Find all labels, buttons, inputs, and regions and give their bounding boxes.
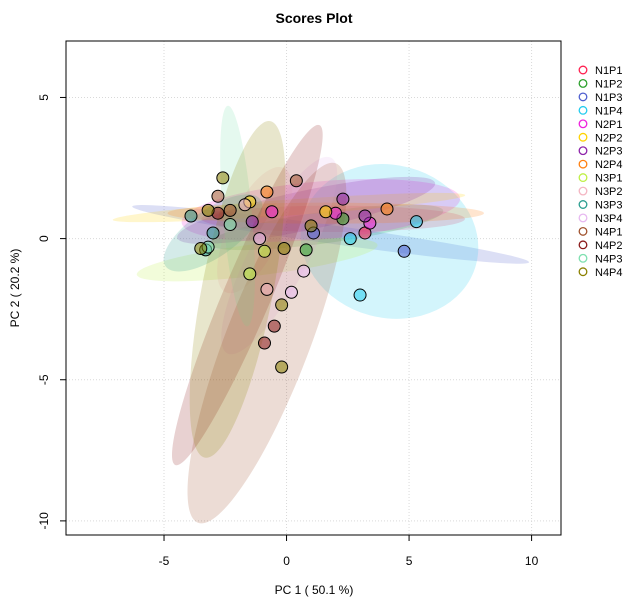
legend-label-n4p2: N4P2 [595, 240, 623, 252]
point-n1p4 [343, 232, 357, 246]
legend-marker-n3p3 [578, 200, 588, 209]
legend-marker-n1p2 [578, 78, 588, 88]
point-n2p3 [358, 209, 372, 223]
legend-label-n3p3: N3P3 [595, 200, 623, 212]
legend-marker-n2p4 [578, 159, 588, 169]
point-n3p3 [206, 226, 220, 240]
point-n4p4 [277, 241, 291, 255]
point-n3p4 [297, 264, 311, 278]
point-n4p4 [201, 203, 215, 217]
y-tick-label: 5 [37, 94, 51, 101]
point-n2p2 [319, 205, 333, 219]
y-tick-label: -5 [37, 374, 51, 385]
legend-marker-n2p1 [578, 119, 588, 129]
x-axis: -5 0 5 10 [159, 535, 539, 568]
ellipse-n2p2 [112, 192, 466, 223]
point-n4p4 [275, 298, 289, 312]
point-n2p1 [265, 205, 279, 219]
y-axis: -10 -5 0 5 [37, 94, 66, 530]
point-n4p4 [194, 241, 208, 255]
ellipse-n4p2 [171, 124, 323, 466]
ellipse-n3p1 [136, 238, 378, 282]
legend-label-n2p3: N2P3 [595, 146, 623, 158]
point-n4p1 [211, 189, 225, 203]
point-n3p2 [238, 198, 252, 212]
point-n4p2 [267, 319, 281, 333]
ellipses [112, 105, 530, 524]
y-tick-label: 0 [37, 235, 51, 242]
x-tick-label: 10 [525, 554, 539, 568]
point-n4p4 [275, 360, 289, 374]
legend-label-n2p4: N2P4 [595, 159, 623, 171]
point-n1p4 [353, 288, 367, 302]
point-n4p1 [223, 203, 237, 217]
ellipse-n3p4 [221, 156, 338, 355]
point-n1p4 [409, 215, 423, 229]
legend-marker-n1p4 [578, 105, 588, 115]
legend-label-n1p3: N1P3 [595, 92, 623, 104]
point-n4p4 [304, 219, 318, 233]
legend-marker-n2p2 [578, 132, 588, 142]
legend-label-n1p4: N1P4 [595, 105, 623, 117]
legend-marker-n3p1 [578, 173, 588, 183]
legend-marker-n4p4 [578, 267, 588, 277]
x-tick-label: 0 [283, 554, 290, 568]
legend-label-n3p2: N3P2 [595, 186, 623, 198]
legend-label-n1p1: N1P1 [595, 65, 623, 77]
ellipse-n4p4 [189, 121, 286, 458]
y-axis-label: PC 2 ( 20.2 %) [8, 249, 22, 328]
y-tick-label: -10 [37, 512, 51, 530]
plot-frame [65, 40, 562, 536]
legend-marker-n2p3 [578, 146, 588, 156]
x-tick-label: -5 [159, 554, 170, 568]
legend-label-n1p2: N1P2 [595, 78, 623, 90]
chart-title: Scores Plot [275, 10, 352, 26]
point-n4p3 [223, 217, 237, 231]
legend-marker-n4p1 [578, 226, 588, 236]
point-n4p4 [216, 171, 230, 185]
legend-label-n3p4: N3P4 [595, 213, 623, 225]
point-n2p3 [245, 215, 259, 229]
point-n3p4 [253, 232, 267, 246]
legend-label-n2p2: N2P2 [595, 132, 623, 144]
point-n3p1 [243, 267, 257, 281]
legend-marker-n1p3 [578, 92, 588, 102]
legend-label-n2p1: N2P1 [595, 119, 623, 131]
legend-marker-n3p2 [578, 186, 588, 196]
point-n1p2 [299, 243, 313, 257]
point-n3p2 [260, 282, 274, 296]
point-n3p4 [284, 285, 298, 299]
point-n4p2 [257, 336, 271, 350]
legend-label-n4p4: N4P4 [595, 267, 623, 279]
legend-label-n4p3: N4P3 [595, 253, 623, 265]
legend-marker-n1p1 [578, 65, 588, 75]
point-n3p3 [184, 209, 198, 223]
ellipse-n1p2 [208, 204, 444, 251]
point-n2p4 [260, 185, 274, 199]
x-axis-label: PC 1 ( 50.1 %) [275, 583, 354, 597]
point-n3p1 [257, 244, 271, 258]
legend-label-n4p1: N4P1 [595, 226, 623, 238]
points [184, 171, 423, 374]
legend-label-n3p1: N3P1 [595, 173, 623, 185]
point-n2p4 [380, 202, 394, 216]
point-n1p3 [397, 244, 411, 258]
legend-marker-n3p4 [578, 213, 588, 223]
legend-marker-n4p3 [578, 253, 588, 263]
point-n4p1 [289, 174, 303, 188]
point-n2p3 [336, 192, 350, 206]
ellipse-n3p2 [217, 167, 293, 294]
x-tick-label: 5 [406, 554, 413, 568]
ellipse-n2p3 [177, 176, 436, 244]
legend-marker-n4p2 [578, 240, 588, 250]
